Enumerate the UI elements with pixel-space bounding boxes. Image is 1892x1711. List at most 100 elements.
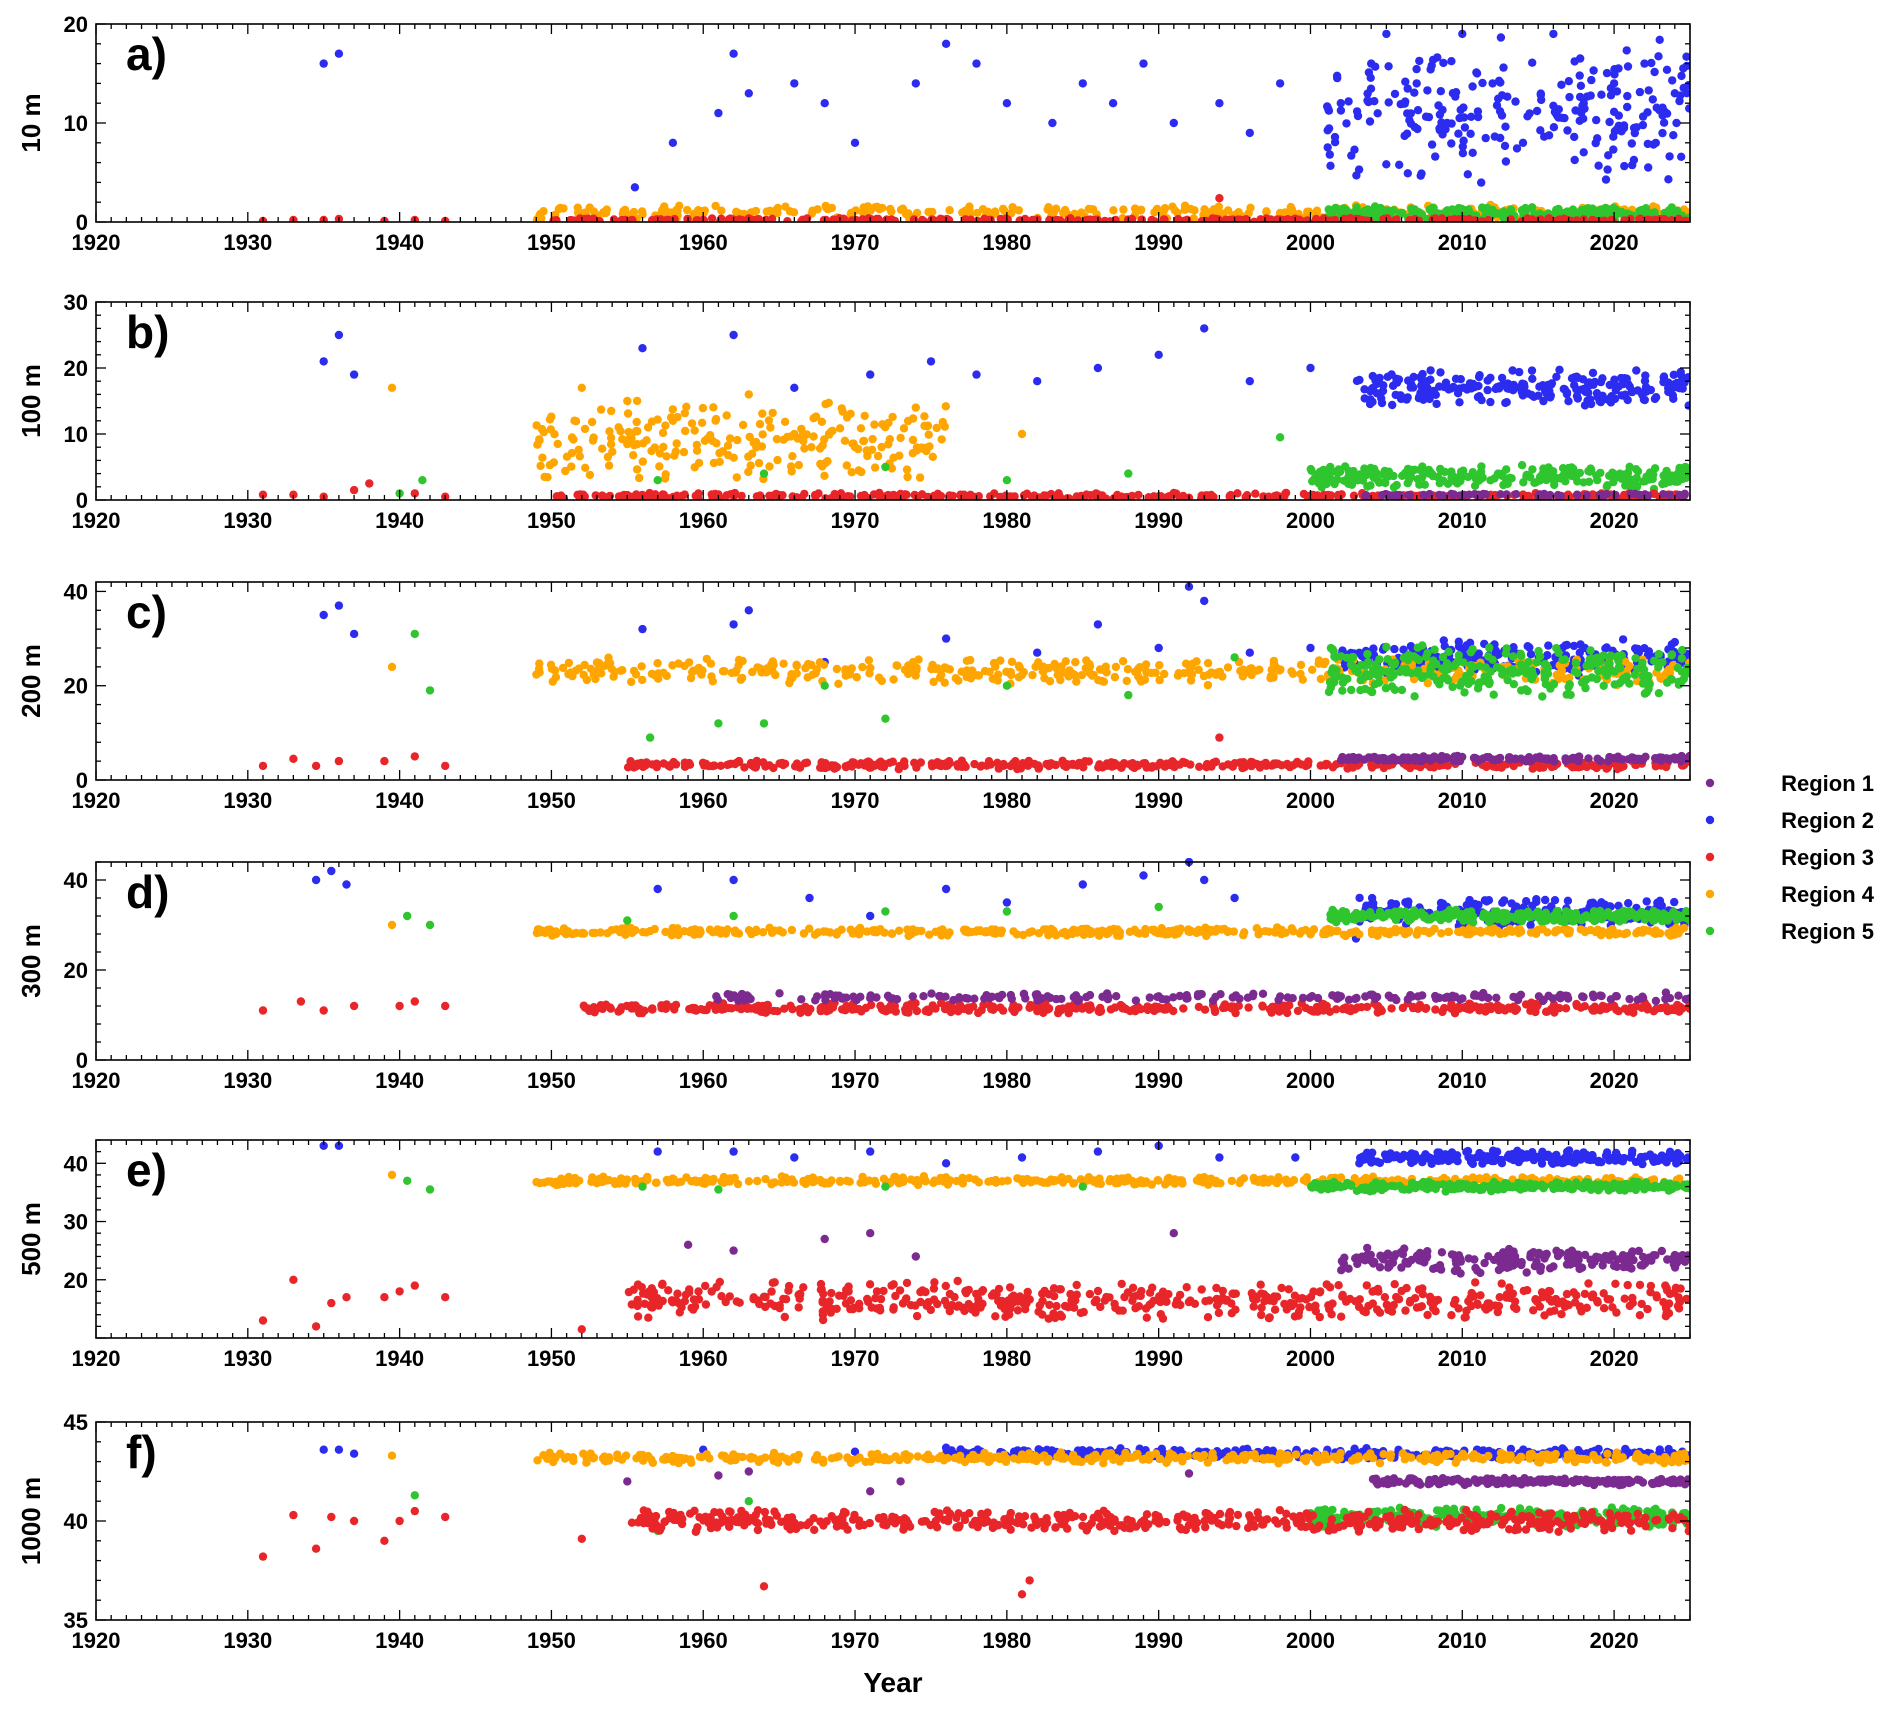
data-point xyxy=(1486,667,1495,676)
data-point xyxy=(1544,641,1553,650)
data-point xyxy=(570,416,579,425)
data-point xyxy=(1599,681,1608,690)
data-point xyxy=(1672,118,1681,128)
data-point xyxy=(1593,475,1602,485)
data-point xyxy=(1508,366,1517,375)
data-point xyxy=(1308,665,1317,674)
data-point xyxy=(616,427,625,436)
data-point xyxy=(729,489,738,499)
data-point xyxy=(768,491,778,500)
data-point xyxy=(1338,686,1347,695)
data-point xyxy=(940,663,949,672)
data-point xyxy=(1353,111,1363,121)
data-point xyxy=(1547,902,1556,911)
data-point xyxy=(699,216,709,222)
data-point xyxy=(1582,92,1592,101)
data-point xyxy=(1675,384,1684,393)
data-point xyxy=(738,420,748,430)
data-point xyxy=(1078,880,1088,889)
data-point xyxy=(978,205,988,214)
data-point xyxy=(1430,645,1439,654)
data-point xyxy=(797,424,806,434)
data-point xyxy=(1427,140,1437,149)
data-point xyxy=(1549,29,1558,39)
data-point xyxy=(754,458,764,468)
data-point xyxy=(1209,492,1218,500)
data-point xyxy=(716,761,725,770)
data-point xyxy=(342,880,351,889)
data-point xyxy=(258,761,268,771)
data-point xyxy=(1644,86,1653,95)
data-point xyxy=(1596,657,1605,666)
data-point xyxy=(809,432,818,441)
data-point xyxy=(849,758,858,767)
data-point xyxy=(755,419,765,429)
data-point xyxy=(1347,480,1357,489)
data-point xyxy=(1679,674,1689,684)
data-point xyxy=(1486,397,1495,407)
data-point xyxy=(809,414,818,423)
data-point xyxy=(786,462,796,471)
data-point xyxy=(1033,377,1042,386)
data-point xyxy=(744,390,753,399)
data-point xyxy=(1154,643,1163,653)
data-point xyxy=(745,432,754,442)
data-point xyxy=(1455,113,1464,123)
data-point xyxy=(1456,375,1466,384)
data-point xyxy=(920,421,929,431)
data-point xyxy=(1208,214,1217,222)
data-point xyxy=(1379,206,1389,215)
data-point xyxy=(1447,57,1456,66)
data-point xyxy=(1266,671,1276,681)
data-point xyxy=(637,662,646,671)
data-point xyxy=(778,491,787,500)
data-point xyxy=(1473,112,1483,122)
data-point xyxy=(1484,753,1494,762)
y-tick-label: 10 xyxy=(64,111,88,136)
data-point xyxy=(697,418,707,427)
data-point xyxy=(1314,659,1323,668)
data-point xyxy=(779,659,788,668)
data-point xyxy=(935,673,945,682)
data-point xyxy=(709,403,718,412)
data-point xyxy=(605,427,614,436)
data-point xyxy=(872,214,881,222)
data-point xyxy=(1324,104,1333,114)
data-point xyxy=(928,660,937,670)
data-point xyxy=(319,59,328,68)
data-point xyxy=(1646,215,1655,222)
data-point xyxy=(864,494,873,500)
data-point xyxy=(803,659,813,669)
data-point xyxy=(1478,203,1487,212)
data-point xyxy=(1565,673,1574,683)
data-point xyxy=(1030,491,1039,500)
y-tick-label: 20 xyxy=(64,12,88,37)
data-point xyxy=(1641,371,1650,380)
data-point xyxy=(1134,490,1143,500)
data-point xyxy=(751,206,761,216)
data-point xyxy=(980,214,989,222)
data-point xyxy=(1640,676,1649,685)
data-point xyxy=(327,866,336,876)
data-point xyxy=(1215,99,1224,108)
data-point xyxy=(1567,463,1576,472)
data-point xyxy=(1681,216,1690,222)
panel-b: 1920 1930 1940 1950 1960 1970 1980 1990 2000 2010… xyxy=(16,290,1691,533)
data-point xyxy=(675,201,684,210)
data-point xyxy=(556,491,566,500)
data-point xyxy=(1474,476,1483,485)
data-point xyxy=(902,465,912,474)
data-point xyxy=(349,485,359,495)
data-point xyxy=(832,664,842,674)
data-point xyxy=(564,658,574,668)
data-point xyxy=(1677,152,1686,161)
data-point xyxy=(1326,161,1335,170)
data-point xyxy=(1403,109,1412,118)
data-point xyxy=(1662,65,1672,75)
data-point xyxy=(1269,656,1279,666)
data-point xyxy=(569,435,578,444)
data-point xyxy=(1506,215,1515,222)
data-point xyxy=(1429,672,1438,681)
data-point xyxy=(900,490,910,500)
data-point xyxy=(805,893,814,903)
